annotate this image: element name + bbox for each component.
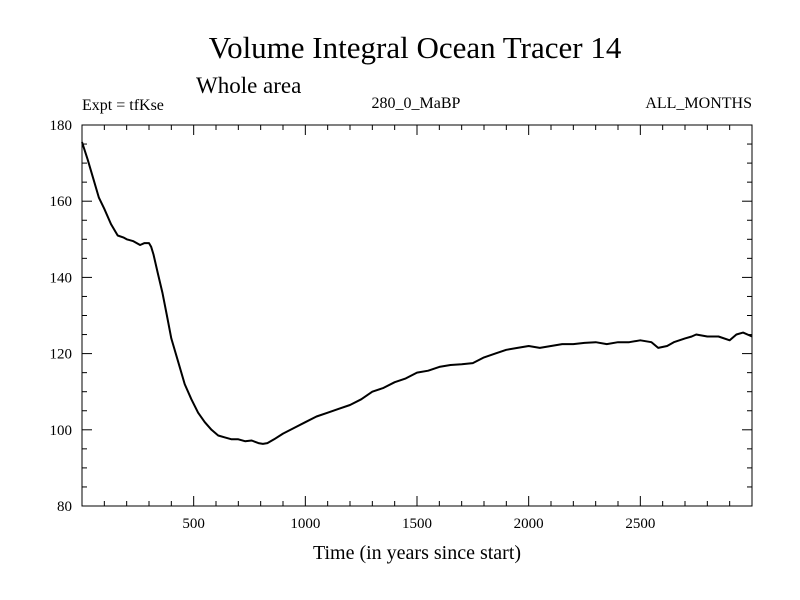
x-tick-label: 1000 bbox=[290, 516, 320, 532]
y-tick-label: 140 bbox=[50, 270, 73, 286]
x-axis-label: Time (in years since start) bbox=[313, 542, 521, 564]
period-label: 280_0_MaBP bbox=[372, 95, 461, 112]
x-tick-label: 500 bbox=[182, 516, 205, 532]
y-axis: 80 100 120 140 160 180 bbox=[50, 118, 752, 515]
x-tick-label: 2000 bbox=[514, 516, 544, 532]
y-tick-label: 120 bbox=[50, 347, 73, 363]
experiment-label: Expt = tfKse bbox=[82, 97, 164, 114]
chart-title: Volume Integral Ocean Tracer 14 bbox=[209, 30, 622, 65]
chart-subtitle: Whole area bbox=[196, 73, 301, 98]
y-tick-label: 80 bbox=[57, 499, 72, 515]
x-axis: 500 1000 1500 2000 2500 bbox=[103, 125, 731, 532]
x-tick-label: 2500 bbox=[625, 516, 655, 532]
y-tick-label: 180 bbox=[50, 118, 73, 134]
y-tick-label: 100 bbox=[50, 423, 73, 439]
series-line bbox=[81, 141, 753, 445]
y-tick-label: 160 bbox=[50, 194, 73, 210]
months-label: ALL_MONTHS bbox=[645, 95, 752, 112]
x-tick-label: 1500 bbox=[402, 516, 432, 532]
plot-frame bbox=[81, 124, 753, 507]
